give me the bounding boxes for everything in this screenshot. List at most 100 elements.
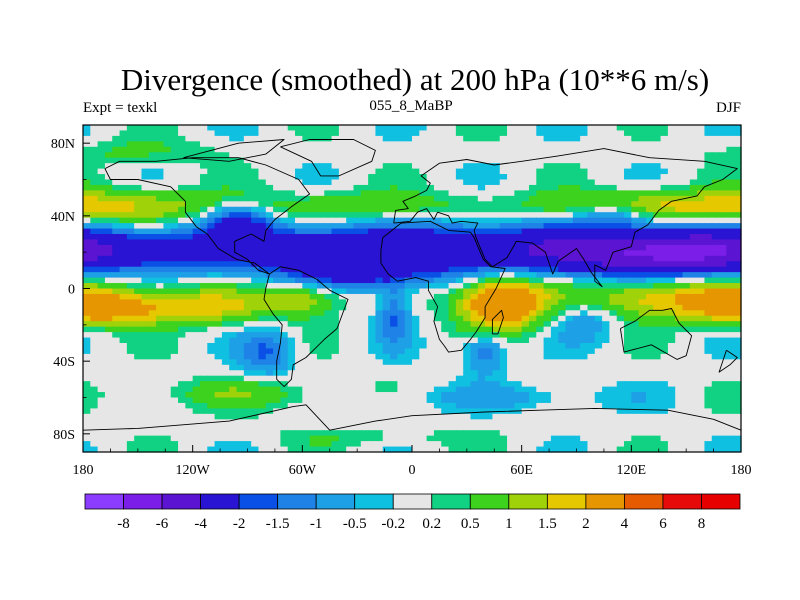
heat-cell (558, 174, 567, 181)
heat-cell (404, 250, 413, 257)
heat-cell (616, 157, 625, 164)
heat-cell (638, 413, 647, 420)
heat-cell (236, 386, 245, 393)
heat-cell (156, 386, 165, 393)
heat-cell (243, 195, 252, 202)
heat-cell (558, 370, 567, 377)
heat-cell (302, 146, 311, 153)
heat-cell (185, 326, 194, 333)
heat-cell (368, 135, 377, 142)
heat-cell (83, 359, 91, 366)
heat-cell (528, 413, 537, 420)
heat-cell (90, 261, 99, 268)
heat-cell (477, 419, 486, 426)
heat-cell (382, 239, 391, 246)
heat-cell (178, 348, 186, 355)
heat-cell (119, 195, 128, 202)
heat-cell (704, 135, 713, 142)
heat-cell (221, 152, 230, 159)
heat-cell (251, 174, 260, 181)
heat-cell (141, 141, 150, 148)
heat-cell (536, 392, 545, 399)
heat-cell (163, 337, 172, 344)
heat-cell (426, 184, 435, 191)
heat-cell (550, 201, 559, 208)
heat-cell (368, 272, 377, 279)
heat-cell (631, 392, 640, 399)
heat-cell (360, 408, 369, 415)
heat-cell (726, 299, 735, 306)
heat-cell (97, 277, 106, 284)
heat-cell (616, 190, 625, 197)
heat-cell (580, 206, 589, 213)
heat-cell (499, 392, 508, 399)
heat-cell (499, 206, 508, 213)
heat-cell (660, 392, 669, 399)
heat-cell (243, 239, 252, 246)
heat-cell (448, 255, 457, 262)
heat-cell (477, 174, 486, 181)
heat-cell (346, 206, 355, 213)
heat-cell (360, 223, 369, 230)
heat-cell (448, 157, 457, 164)
heat-cell (178, 228, 186, 235)
heat-cell (565, 206, 574, 213)
heat-cell (273, 310, 281, 317)
heat-cell (236, 244, 245, 251)
heat-cell (346, 293, 355, 300)
heat-cell (536, 195, 545, 202)
heat-cell (251, 152, 260, 159)
heat-cell (185, 424, 194, 431)
heat-cell (199, 293, 208, 300)
heat-cell (90, 397, 99, 404)
heat-cell (265, 157, 274, 164)
heat-cell (711, 321, 720, 328)
heat-cell (565, 386, 574, 393)
heat-cell (295, 386, 303, 393)
heat-cell (163, 315, 172, 322)
heat-cell (178, 288, 186, 295)
heat-cell (609, 146, 618, 153)
heat-cell (251, 228, 260, 235)
heat-cell (119, 244, 128, 251)
heat-cell (251, 304, 260, 311)
heat-cell (426, 364, 435, 371)
heat-cell (375, 201, 384, 208)
heat-cell (280, 239, 289, 246)
heat-cell (507, 332, 515, 339)
heat-cell (441, 272, 450, 279)
heat-cell (265, 195, 274, 202)
heat-cell (631, 402, 640, 409)
heat-cell (689, 293, 698, 300)
heat-cell (368, 343, 377, 350)
heat-cell (243, 310, 252, 317)
heat-cell (624, 212, 632, 219)
heat-cell (485, 130, 494, 137)
heat-cell (163, 413, 172, 420)
heat-cell (616, 261, 625, 268)
heat-cell (682, 348, 691, 355)
heat-cell (397, 348, 406, 355)
heat-cell (148, 408, 157, 415)
heat-cell (338, 337, 347, 344)
heat-cell (682, 130, 691, 137)
heat-cell (316, 337, 325, 344)
heat-cell (638, 217, 647, 224)
heat-cell (112, 337, 121, 344)
heat-cell (397, 359, 406, 366)
heat-cell (558, 244, 567, 251)
heat-cell (426, 348, 435, 355)
heat-cell (148, 212, 157, 219)
heat-cell (726, 332, 735, 339)
heat-cell (229, 190, 238, 197)
heat-cell (543, 266, 552, 273)
heat-cell (507, 419, 515, 426)
heat-cell (645, 419, 654, 426)
heat-cell (112, 146, 121, 153)
heat-cell (463, 168, 472, 175)
heat-cell (528, 217, 537, 224)
heat-cell (653, 130, 662, 137)
heat-cell (412, 359, 420, 366)
heat-cell (221, 326, 230, 333)
heat-cell (90, 375, 99, 382)
